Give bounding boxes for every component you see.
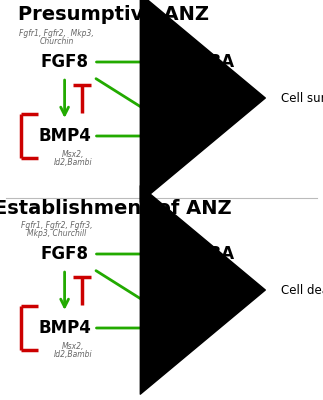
Text: BMP4: BMP4	[38, 319, 91, 337]
Text: Id2,Bambi: Id2,Bambi	[53, 350, 92, 359]
Text: Cell survival: Cell survival	[281, 92, 323, 104]
Text: Cell death: Cell death	[281, 284, 323, 296]
Text: Presumptive ANZ: Presumptive ANZ	[17, 4, 209, 24]
Text: DKK: DKK	[174, 319, 214, 337]
Text: WNT3A: WNT3A	[166, 53, 234, 71]
Text: FGF8: FGF8	[41, 53, 89, 71]
Text: BMP4: BMP4	[38, 127, 91, 145]
Text: Establishment of ANZ: Establishment of ANZ	[0, 198, 232, 218]
Text: FGF8: FGF8	[41, 245, 89, 263]
Text: DKK: DKK	[174, 127, 214, 145]
Text: Msx2,: Msx2,	[61, 342, 84, 351]
Text: Msx2,: Msx2,	[61, 150, 84, 159]
Text: Fgfr1, Fgfr2,  Mkp3,: Fgfr1, Fgfr2, Mkp3,	[19, 30, 94, 38]
Text: Id2,Bambi: Id2,Bambi	[53, 158, 92, 167]
Text: Fgfr1, Fgfr2, Fgfr3,: Fgfr1, Fgfr2, Fgfr3,	[21, 222, 92, 230]
Text: Mkp3, Churchill: Mkp3, Churchill	[27, 230, 86, 238]
Text: Churchin: Churchin	[39, 38, 74, 46]
Text: WNT3A: WNT3A	[166, 245, 234, 263]
